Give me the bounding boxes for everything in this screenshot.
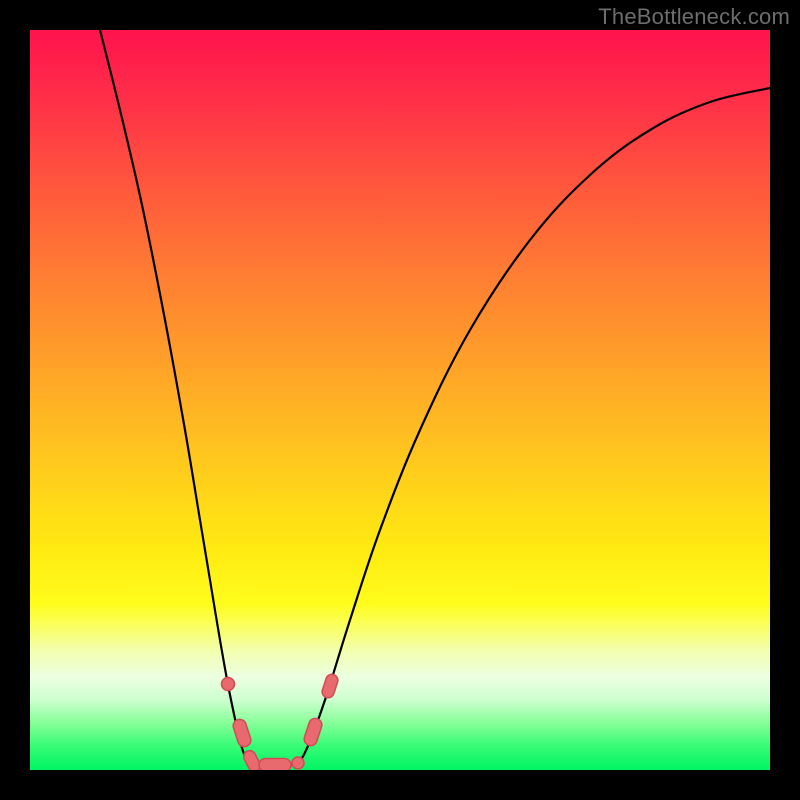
watermark-text: TheBottleneck.com xyxy=(598,4,790,30)
plot-area xyxy=(30,30,770,770)
plot-gradient-background xyxy=(30,30,770,770)
